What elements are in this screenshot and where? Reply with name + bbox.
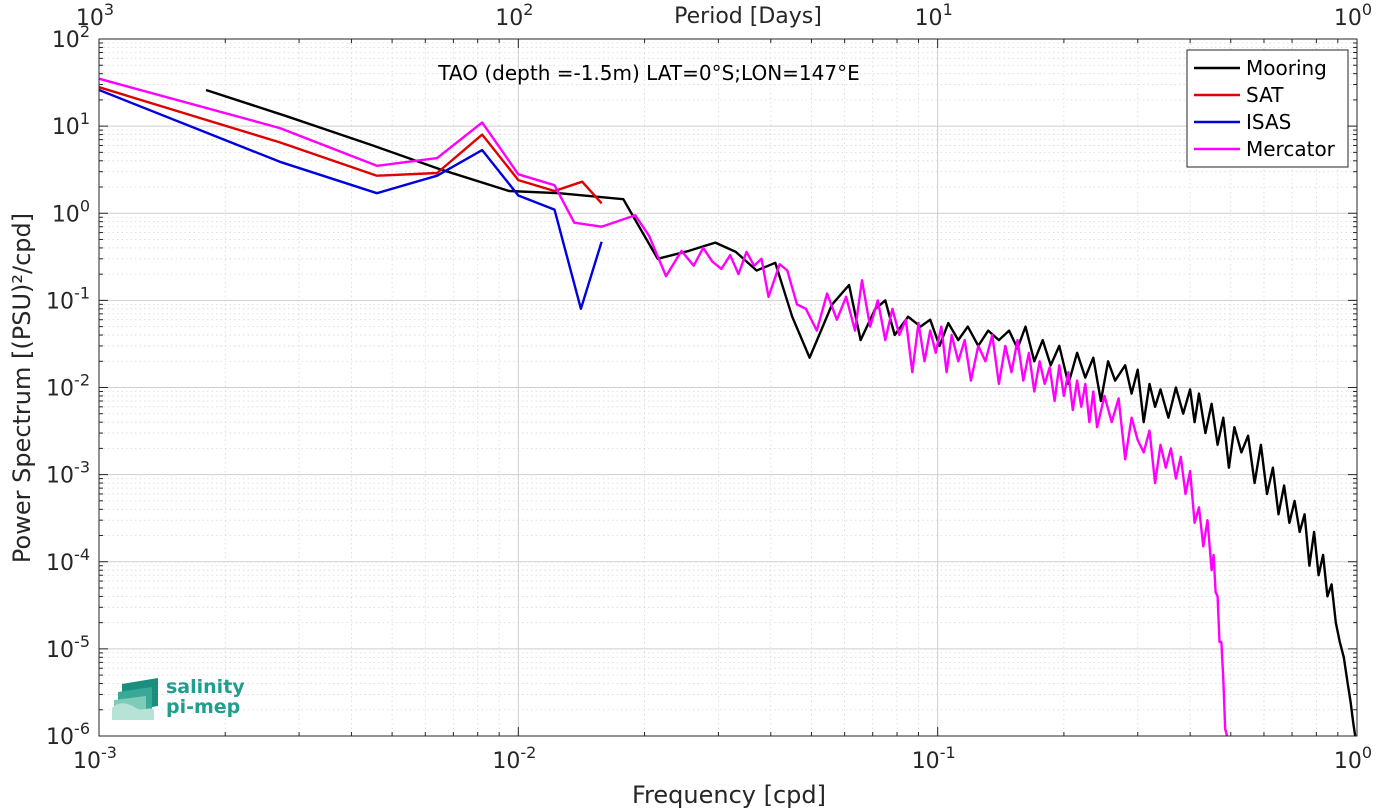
series-line-sat (99, 86, 603, 205)
top-axis-title: Period [Days] (674, 4, 822, 29)
axis-ticks (98, 38, 1358, 737)
legend: Mooring SAT ISAS Mercator (1186, 49, 1349, 168)
x2-tick-label: 102 (495, 0, 533, 31)
series-line-isas (99, 88, 603, 310)
series-line-mercator (99, 77, 1229, 736)
y-tick-label: 10-1 (46, 283, 90, 314)
y-tick-label: 102 (52, 22, 90, 53)
x-axis-title: Frequency [cpd] (632, 781, 826, 809)
x-tick-label: 10-3 (73, 743, 117, 774)
y-axis-title: Power Spectrum [(PSU)²/cpd] (8, 213, 36, 563)
legend-label-sat: SAT (1246, 83, 1284, 107)
x2-tick-label: 100 (1334, 0, 1372, 31)
y-tick-label: 10-3 (46, 458, 90, 489)
minor-grid (99, 39, 1357, 736)
y-tick-label: 10-4 (46, 545, 90, 576)
series-lines (99, 77, 1357, 736)
logo-text-line1: salinity (166, 676, 245, 698)
y-tick-label: 10-6 (46, 719, 90, 750)
legend-label-isas: ISAS (1246, 110, 1291, 134)
x-tick-label: 10-1 (912, 743, 956, 774)
y-tick-label: 10-5 (46, 632, 90, 663)
chart-title: TAO (depth =-1.5m) LAT=0°S;LON=147°E (437, 61, 859, 85)
salinity-pi-mep-logo: salinity pi-mep (112, 676, 245, 720)
logo-mark-icon (112, 678, 158, 720)
y-tick-label: 101 (52, 109, 90, 140)
legend-label-mooring: Mooring (1246, 56, 1327, 80)
x2-tick-label: 103 (76, 0, 114, 31)
x2-tick-label: 101 (915, 0, 953, 31)
x-tick-label: 10-2 (492, 743, 536, 774)
legend-box (1186, 49, 1349, 168)
y-tick-label: 100 (52, 196, 90, 227)
legend-label-mercator: Mercator (1246, 137, 1336, 161)
y-tick-label: 10-2 (46, 371, 90, 402)
series-line-mooring (205, 88, 1357, 736)
logo-text-line2: pi-mep (166, 696, 240, 718)
x-tick-label: 100 (1334, 743, 1372, 774)
